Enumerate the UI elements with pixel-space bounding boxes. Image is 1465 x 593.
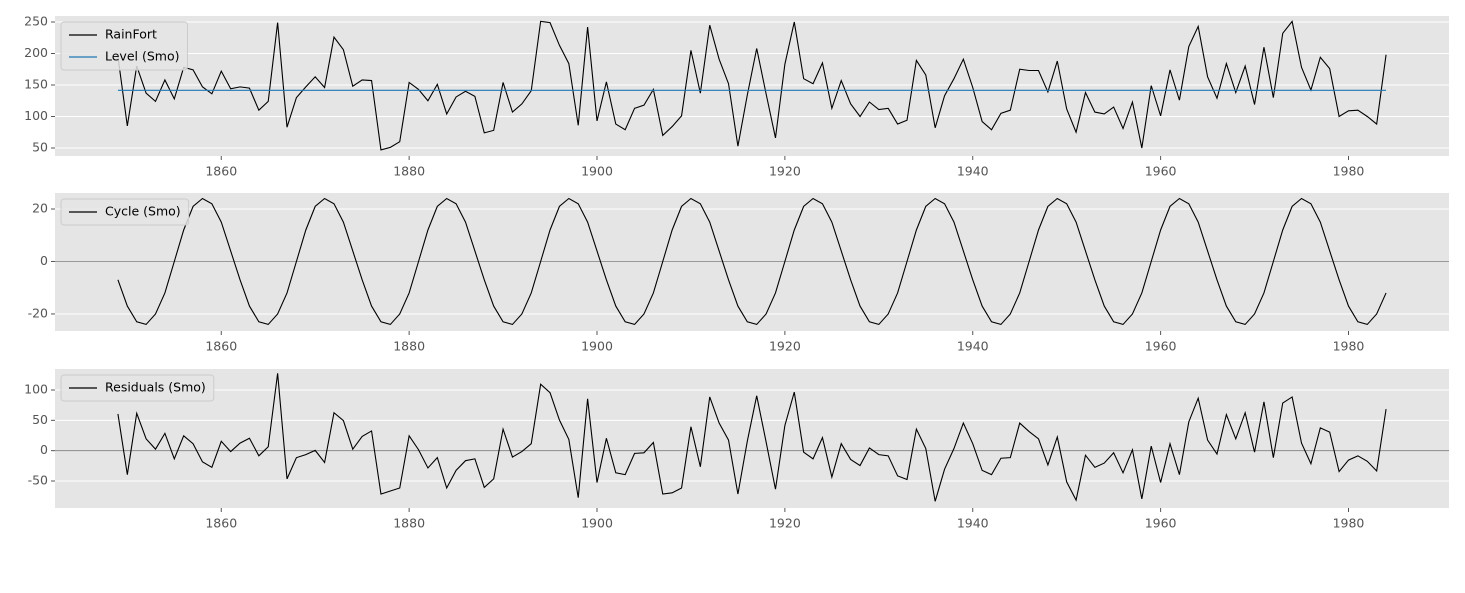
x-tick-label: 1880: [393, 339, 425, 354]
y-tick-label: 250: [24, 13, 48, 28]
x-tick-label: 1860: [205, 516, 237, 531]
y-tick-label: 0: [40, 442, 48, 457]
x-tick-label: 1980: [1333, 516, 1365, 531]
y-tick-label: 200: [24, 45, 48, 60]
x-tick-label: 1880: [393, 516, 425, 531]
legend-label: RainFort: [105, 27, 157, 42]
subplot: -50 0 50 100 1860 1880 1900 1920 1940 1960 1980 Res…: [24, 369, 1449, 531]
y-tick-label: 100: [24, 108, 48, 123]
legend-label: Residuals (Smo): [105, 380, 206, 395]
series-line: [117, 197, 1387, 326]
y-tick-label: 150: [24, 76, 48, 91]
series-line: [117, 20, 1387, 151]
x-tick-label: 1920: [769, 164, 801, 179]
y-tick-label: 50: [32, 412, 48, 427]
x-tick-label: 1960: [1145, 339, 1177, 354]
x-tick-label: 1960: [1145, 164, 1177, 179]
y-tick-label: -20: [28, 305, 48, 320]
subplot: -20 0 20 1860 1880 1900 1920 1940 1960 1980 Cycle …: [28, 193, 1449, 354]
x-tick-label: 1860: [205, 339, 237, 354]
legend: Residuals (Smo): [60, 374, 215, 402]
x-tick-label: 1960: [1145, 516, 1177, 531]
x-tick-label: 1940: [957, 339, 989, 354]
x-tick-label: 1920: [769, 339, 801, 354]
x-tick-label: 1900: [581, 339, 613, 354]
legend-box: [60, 198, 190, 226]
y-tick-label: 0: [40, 253, 48, 268]
legend: Cycle (Smo): [60, 198, 190, 226]
y-tick-label: 100: [24, 381, 48, 396]
legend-label: Level (Smo): [105, 49, 179, 64]
y-tick-label: -50: [28, 473, 48, 488]
x-tick-label: 1900: [581, 164, 613, 179]
legend-label: Cycle (Smo): [105, 204, 181, 219]
x-tick-label: 1940: [957, 516, 989, 531]
legend: RainFort Level (Smo): [60, 21, 188, 71]
x-tick-label: 1860: [205, 164, 237, 179]
subplot: 50 100 150 200 250 1860 1880 1900 1920 1940 1960 19…: [24, 13, 1449, 179]
x-tick-label: 1980: [1333, 164, 1365, 179]
legend-box: [60, 374, 215, 402]
plot-area: [55, 16, 1449, 156]
x-tick-label: 1880: [393, 164, 425, 179]
x-tick-label: 1920: [769, 516, 801, 531]
y-tick-label: 50: [32, 139, 48, 154]
y-tick-label: 20: [32, 201, 48, 216]
x-tick-label: 1900: [581, 516, 613, 531]
x-tick-label: 1940: [957, 164, 989, 179]
plot-area: [55, 193, 1449, 331]
legend-box: [60, 21, 188, 71]
x-tick-label: 1980: [1333, 339, 1365, 354]
plot-area: [55, 369, 1449, 508]
series-line: [117, 373, 1387, 502]
